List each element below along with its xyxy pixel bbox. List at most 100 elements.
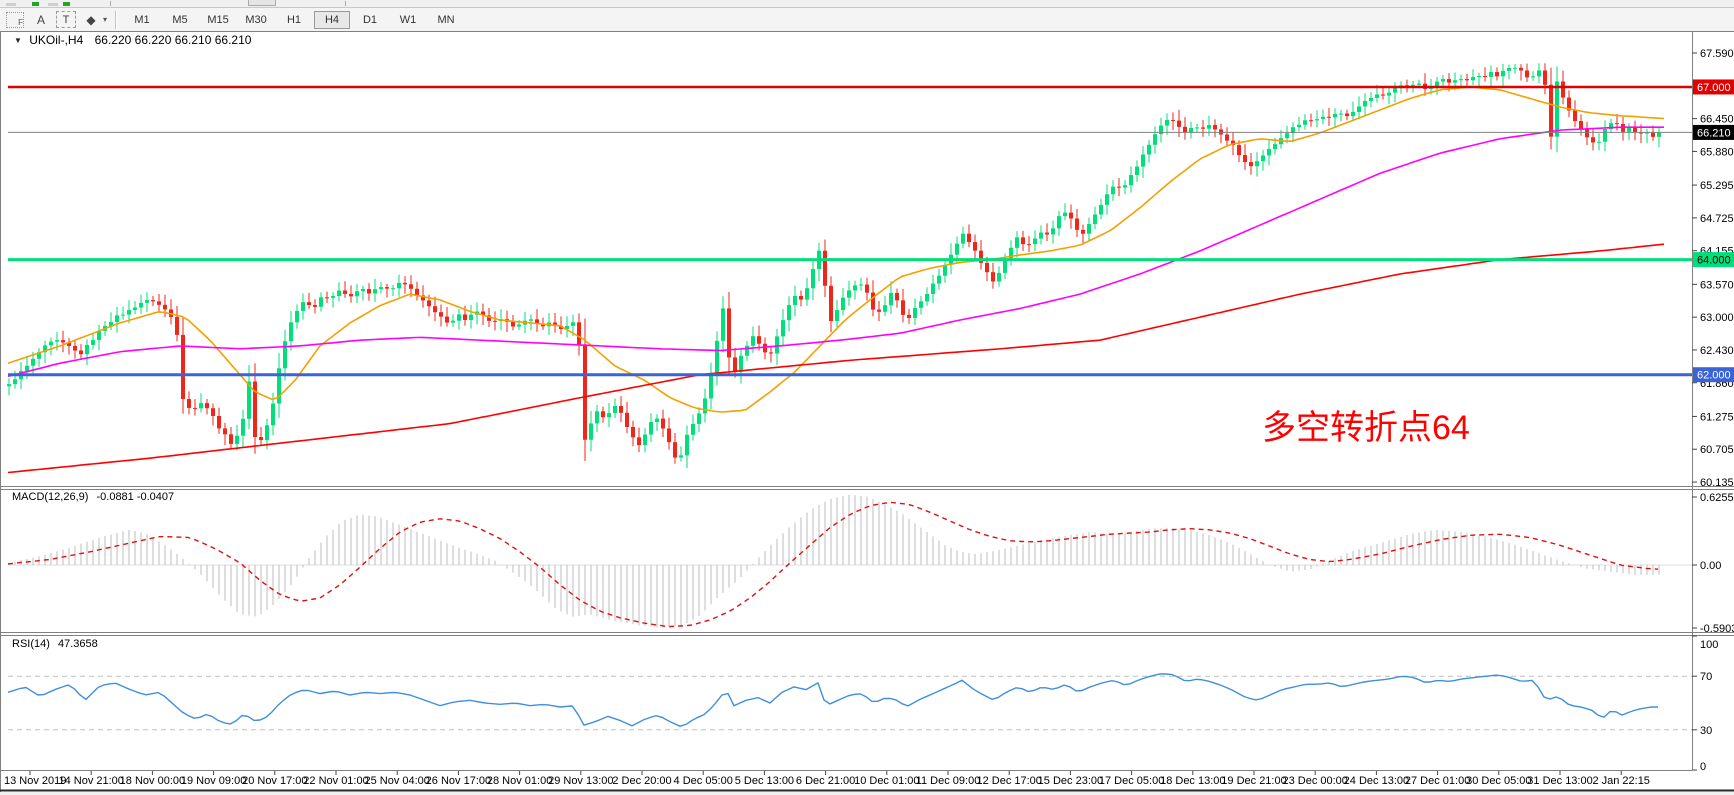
text-label-icon[interactable]: A [36,12,45,27]
candle-body [1081,229,1085,234]
candle-body [1195,127,1199,129]
candle-body [127,310,131,315]
macd-indicator-label: MACD(12,26,9) -0.0881 -0.0407 [12,491,175,503]
candle-body [1501,70,1505,77]
timeframe-button-h4[interactable]: H4 [314,10,351,29]
macd-histogram[interactable] [8,494,1660,628]
candle-body [1513,67,1517,69]
time-axis-label: 27 Dec 01:00 [1405,775,1470,787]
candle-body [97,330,101,341]
indicator-axes[interactable]: 0.6255 0.00 -0.5903 100 70 30 0 [1692,492,1734,773]
price-badge-label: 64.000 [1697,255,1731,267]
timeframe-button-m15[interactable]: M15 [207,13,229,26]
price-axis[interactable]: 67.59066.45065.88065.29564.72564.15563.5… [1692,48,1734,489]
time-axis-label: 11 Dec 09:00 [916,775,981,787]
candle-body [1339,113,1343,115]
candle-body [1105,194,1109,205]
candle-body [403,282,407,285]
price-axis-label: 64.725 [1700,213,1734,225]
candle-body [133,307,137,311]
candle-body [943,264,947,276]
candle-body [1021,237,1025,245]
candle-body [661,418,665,429]
candle-body [145,300,149,303]
candle-body [61,340,65,343]
candle-body [1165,119,1169,126]
candle-body [1519,67,1523,71]
candle-body [259,437,263,441]
candle-body [181,334,185,399]
time-axis-label: 19 Dec 21:00 [1221,775,1286,787]
toolbar-separator [115,10,118,29]
candle-body [811,269,815,289]
candle-body [7,384,11,387]
candle-body [271,403,275,426]
candle-body [325,297,329,299]
candle-body [1543,70,1547,85]
candle-body [1099,204,1103,215]
candle-body [1549,84,1553,137]
candle-body [679,455,683,458]
candle-body [793,295,797,306]
candle-body [1597,141,1601,143]
candle-body [457,314,461,321]
candle-body [781,320,785,337]
macd-signal-line [7,501,1659,628]
rsi-indicator-value: 47.3658 [57,638,98,650]
candle-body [67,342,71,346]
text-box-icon[interactable]: T [56,11,76,28]
timeframe-button-h1[interactable]: H1 [286,13,302,26]
timeframe-button-mn[interactable]: MN [437,13,455,26]
candle-body [1357,106,1361,112]
price-badge-67.000 [1693,79,1734,95]
candle-body [1453,80,1457,83]
candle-body [643,434,647,446]
candle-body [583,344,587,440]
rsi-indicator-label: RSI(14) 47.3658 [12,638,98,650]
price-badge-label: 62.000 [1697,370,1731,382]
time-axis-label: 28 Nov 01:00 [487,775,552,787]
drawing-tools-group: F A T ◆ ▾ [0,11,107,29]
price-badge-64.000 [1693,252,1734,268]
time-axis-label: 2 Dec 20:00 [612,775,671,787]
price-badge-66.210 [1693,124,1734,140]
candle-body [1537,70,1541,77]
price-axis-label: 65.880 [1700,146,1734,158]
candle-body [1207,125,1211,129]
candle-body [283,341,287,369]
timeframe-button-m1[interactable]: M1 [134,13,150,26]
chart-toolbar: F A T ◆ ▾ M1 M5 M15 M30 H1 H4 D1 W1 MN [0,8,1734,32]
time-axis-label: 13 Nov 2019 [4,775,66,787]
cursor-grid-icon[interactable]: F [4,11,26,29]
rsi-axis-label: 0 [1700,761,1706,773]
candle-body [1459,79,1463,81]
candle-body [799,295,803,300]
candle-body [1483,76,1487,78]
candle-body [649,421,653,435]
timeframe-button-d1[interactable]: D1 [362,13,378,26]
collapse-triangle-icon[interactable]: ▼ [14,36,22,45]
candle-body [631,426,635,438]
candle-body [247,381,251,419]
window-bottom-edge [0,792,1734,795]
candle-body [1123,185,1127,188]
time-axis-label: 26 Nov 17:00 [426,775,491,787]
candle-body [1585,129,1589,138]
candle-body [1057,216,1061,229]
candle-body [1387,92,1391,96]
candle-body [913,307,917,318]
candle-body [805,288,809,300]
timeframe-button-m30[interactable]: M30 [245,13,267,26]
timeframe-button-w1[interactable]: W1 [399,13,417,26]
candle-body [235,435,239,444]
candle-body [853,285,857,291]
annotation-text: 多空转折点64 [1262,409,1470,447]
shapes-caret-icon[interactable]: ▾ [103,15,108,24]
candle-body [313,304,317,307]
timeframe-button-m5[interactable]: M5 [172,13,188,26]
candle-body [439,312,443,317]
shapes-icon[interactable]: ◆ [86,12,96,27]
candle-body [1213,125,1217,130]
